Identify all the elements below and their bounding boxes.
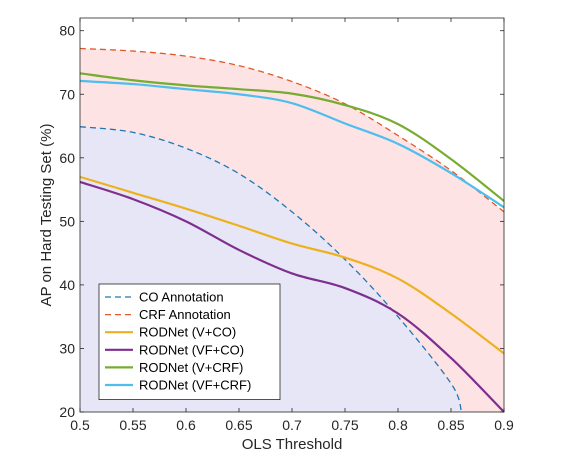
series-line-rodnet-vf-co [79,180,505,413]
y-tick-label: 30 [59,340,75,356]
legend-box [98,283,281,400]
y-tick-label: 50 [59,213,75,229]
x-tick-label: 0.65 [225,417,252,433]
y-tick-label: 20 [59,404,75,420]
legend-label-rodnet-vf-co: RODNet (VF+CO) [139,342,244,357]
series-line-rodnet-v-crf [79,72,505,202]
legend: CO Annotation CRF Annotation RODNet (V+CO)… [98,283,281,400]
legend-label-rodnet-vf-crf: RODNet (VF+CRF) [139,378,251,393]
y-tick-label: 80 [59,23,75,39]
legend-label-rodnet-v-crf: RODNet (V+CRF) [139,360,243,375]
series-line-crf-annotation [79,47,505,213]
x-tick-label: 0.75 [331,417,358,433]
series-line-rodnet-vf-crf [79,79,505,209]
x-tick-label: 0.5 [70,417,90,433]
legend-label-rodnet-v-co: RODNet (V+CO) [139,325,236,340]
x-tick-label: 0.9 [494,417,514,433]
legend-label-co-annotation: CO Annotation [139,290,224,305]
axes: 0.5 0.55 0.6 0.65 0.7 0.75 0.8 0.85 0.9 20 30 40 50 6… [59,17,514,433]
series-line-co-annotation [79,126,463,413]
x-tick-label: 0.55 [119,417,146,433]
y-tick-label: 60 [59,150,75,166]
y-tick-label: 70 [59,86,75,102]
x-tick-label: 0.8 [388,417,408,433]
y-tick-label: 40 [59,277,75,293]
series-layer [79,47,505,413]
x-tick-label: 0.7 [282,417,302,433]
series-line-rodnet-v-co [79,175,505,355]
y-axis-label: AP on Hard Testing Set (%) [38,124,55,307]
x-tick-label: 0.85 [437,417,464,433]
legend-label-crf-annotation: CRF Annotation [139,307,231,322]
x-axis-label: OLS Threshold [242,436,343,453]
x-tick-label: 0.6 [176,417,196,433]
